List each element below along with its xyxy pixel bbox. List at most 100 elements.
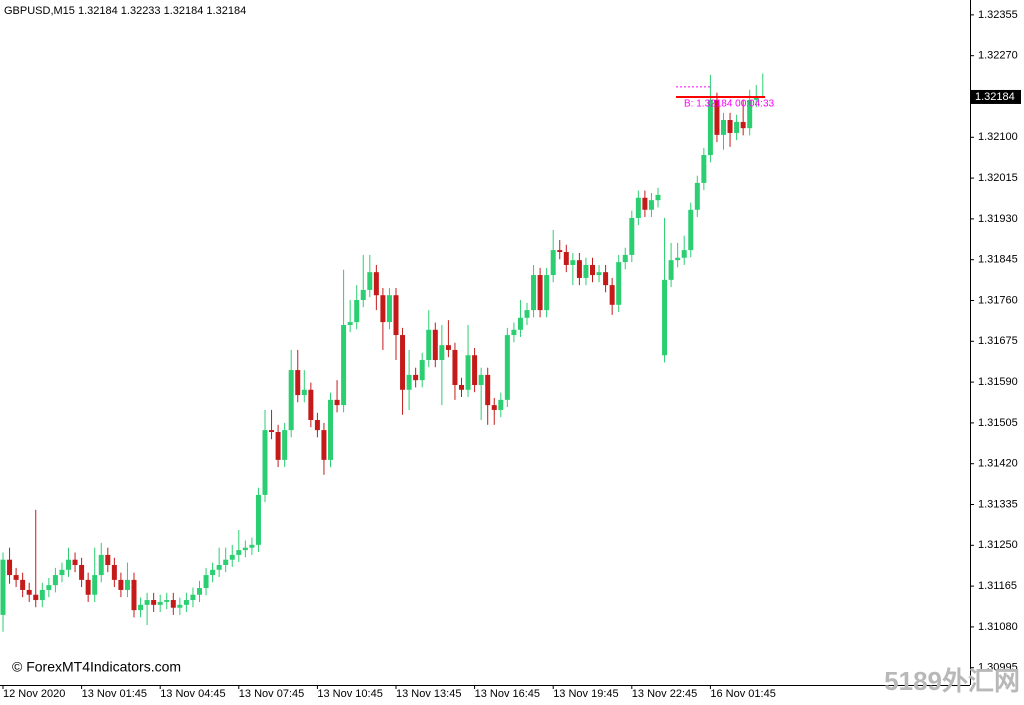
candle-body — [721, 120, 726, 135]
candle-body — [164, 600, 170, 602]
candle-body — [668, 260, 674, 280]
candle-body — [242, 547, 248, 551]
candle-body — [249, 544, 255, 548]
candle-body — [177, 604, 183, 608]
y-tick-label: 1.30995 — [978, 662, 1018, 674]
candle-body — [622, 254, 628, 263]
candle-body — [33, 594, 39, 601]
candle-body — [92, 575, 98, 595]
candle-body — [472, 355, 478, 385]
candle-body — [478, 374, 484, 385]
candle-body — [419, 360, 425, 381]
y-tick-label: 1.32355 — [978, 9, 1018, 21]
candle-body — [295, 370, 301, 396]
candle-body — [111, 564, 117, 580]
x-tick-label: 16 Nov 01:45 — [710, 688, 775, 700]
candle-body — [308, 389, 314, 421]
candle-body — [596, 272, 602, 276]
x-tick-label: 13 Nov 16:45 — [475, 688, 540, 700]
candle-body — [124, 579, 130, 590]
y-tick-label: 1.32015 — [978, 172, 1018, 184]
candle-body — [229, 554, 235, 560]
y-tick-label: 1.31335 — [978, 498, 1018, 510]
candle-body — [727, 120, 733, 133]
annotation: B: 1.32184 00:04:33 — [684, 99, 775, 110]
candle-body — [367, 272, 373, 290]
candle-body — [52, 575, 58, 586]
candle-body — [498, 399, 504, 410]
candle-body — [563, 252, 569, 265]
candle-body — [190, 594, 196, 601]
candle-body — [517, 317, 523, 330]
y-tick-label: 1.32270 — [978, 50, 1018, 62]
candle-body — [524, 310, 530, 318]
candle-body — [26, 589, 32, 595]
candle-body — [734, 121, 740, 133]
candle-body — [255, 494, 261, 545]
y-tick-label: 1.32100 — [978, 131, 1018, 143]
candle-body — [20, 579, 26, 590]
y-tick-label: 1.31080 — [978, 621, 1018, 633]
candle-body — [39, 589, 45, 601]
candle-body — [282, 430, 288, 460]
candle-body — [557, 250, 563, 253]
candle-body — [694, 182, 700, 210]
candle-body — [197, 588, 202, 595]
candle-body — [747, 99, 753, 129]
candle-body — [675, 257, 681, 261]
price-tag-label: 1.32184 — [975, 91, 1015, 103]
logo: 5189外汇网 — [884, 666, 1020, 696]
candle-body — [491, 405, 497, 410]
candle-body — [642, 197, 648, 210]
candle-body — [46, 585, 52, 590]
y-tick-label: 1.31760 — [978, 294, 1018, 306]
candle-body — [203, 575, 209, 589]
candle-body — [373, 272, 379, 296]
candle-body — [662, 279, 668, 356]
candle-body — [413, 374, 419, 381]
candle-body — [629, 217, 635, 255]
candle-body — [616, 262, 622, 305]
candle-body — [59, 569, 65, 576]
x-tick-label: 13 Nov 22:45 — [632, 688, 697, 700]
candle-body — [341, 324, 347, 406]
candle-body — [445, 345, 451, 350]
x-tick-label: 13 Nov 01:45 — [82, 688, 147, 700]
candle-body — [216, 564, 222, 570]
candle-body — [170, 600, 176, 608]
candle-body — [714, 99, 720, 135]
candle-body — [465, 355, 471, 390]
candle-body — [550, 250, 556, 276]
candle-body — [347, 322, 353, 325]
candle-body — [406, 374, 412, 390]
candle-body — [105, 554, 111, 565]
candle-body — [321, 430, 327, 460]
candle-body — [511, 329, 517, 336]
watermark: © ForexMT4Indicators.com — [12, 659, 181, 675]
candle-body — [393, 295, 399, 336]
candle-body — [544, 275, 550, 311]
candle-body — [681, 250, 687, 258]
candle-body — [98, 554, 104, 576]
candle-body — [570, 260, 576, 265]
candle-body — [485, 374, 491, 406]
candle-body — [439, 345, 445, 361]
candle-body — [328, 399, 333, 460]
y-tick-label: 1.31165 — [978, 580, 1017, 592]
candle-body — [452, 349, 458, 385]
candle-body — [459, 384, 464, 390]
candle-body — [72, 559, 78, 565]
candle-body — [740, 121, 746, 129]
candle-body — [701, 155, 707, 183]
candle-body — [609, 285, 615, 305]
y-tick-label: 1.31590 — [978, 376, 1018, 388]
candle-body — [223, 559, 229, 565]
candle-body — [537, 275, 543, 311]
candle-body — [314, 420, 320, 431]
x-tick-label: 13 Nov 19:45 — [553, 688, 618, 700]
candle-body — [354, 300, 360, 323]
candle-body — [688, 209, 694, 251]
candle-body — [183, 600, 189, 605]
candle-body — [7, 559, 13, 576]
